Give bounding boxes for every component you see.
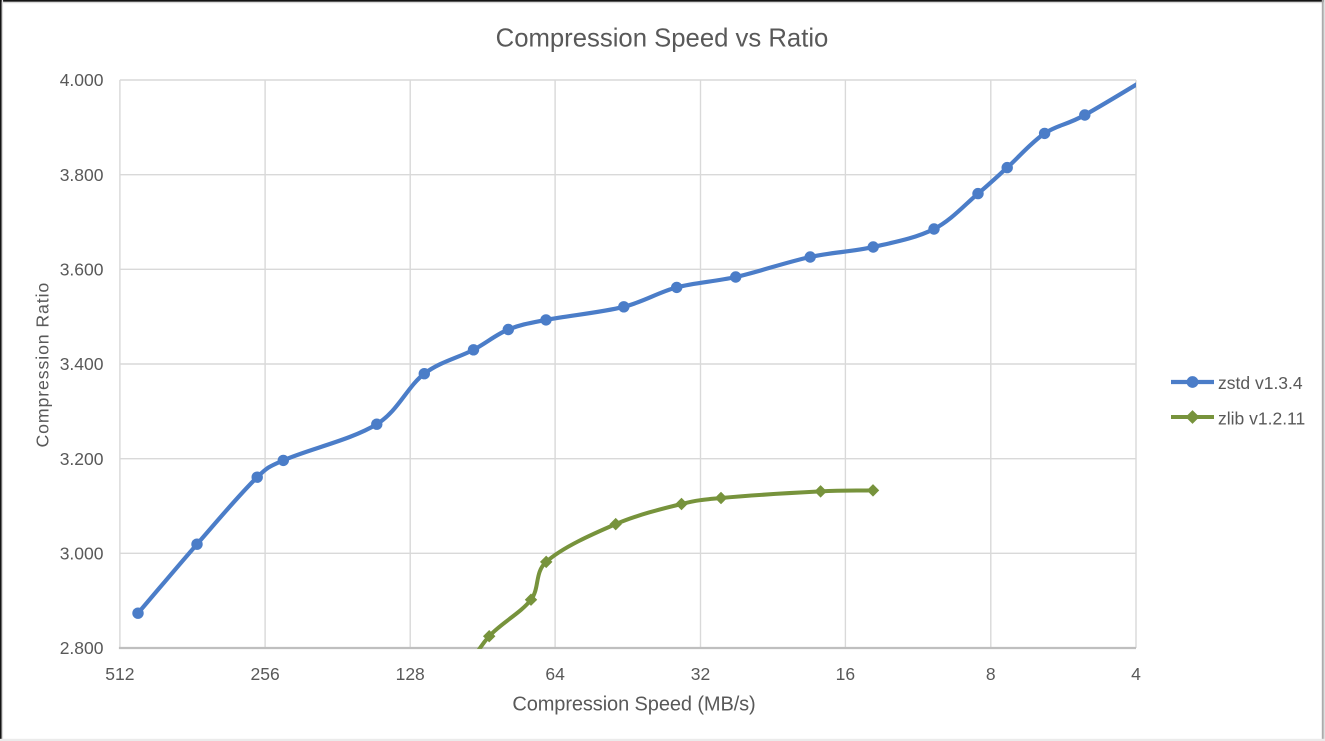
svg-text:zlib v1.2.11: zlib v1.2.11 [1218,408,1305,428]
svg-text:zstd v1.3.4: zstd v1.3.4 [1218,373,1303,393]
svg-text:32: 32 [691,664,710,684]
svg-text:Compression Speed (MB/s): Compression Speed (MB/s) [512,694,755,716]
svg-text:128: 128 [396,664,425,684]
svg-text:16: 16 [836,664,855,684]
svg-text:3.600: 3.600 [60,260,104,280]
svg-text:3.800: 3.800 [60,165,104,185]
svg-text:3.000: 3.000 [60,544,104,564]
svg-text:2.800: 2.800 [60,638,104,658]
svg-text:3.200: 3.200 [60,449,104,469]
svg-text:512: 512 [105,664,134,684]
svg-text:256: 256 [250,664,279,684]
svg-text:4: 4 [1131,664,1141,684]
svg-text:Compression Ratio: Compression Ratio [32,282,52,448]
svg-text:4.000: 4.000 [60,70,104,90]
svg-text:8: 8 [986,664,996,684]
svg-text:3.400: 3.400 [60,354,104,374]
svg-text:64: 64 [545,664,565,684]
svg-text:Compression Speed vs Ratio: Compression Speed vs Ratio [496,25,829,53]
